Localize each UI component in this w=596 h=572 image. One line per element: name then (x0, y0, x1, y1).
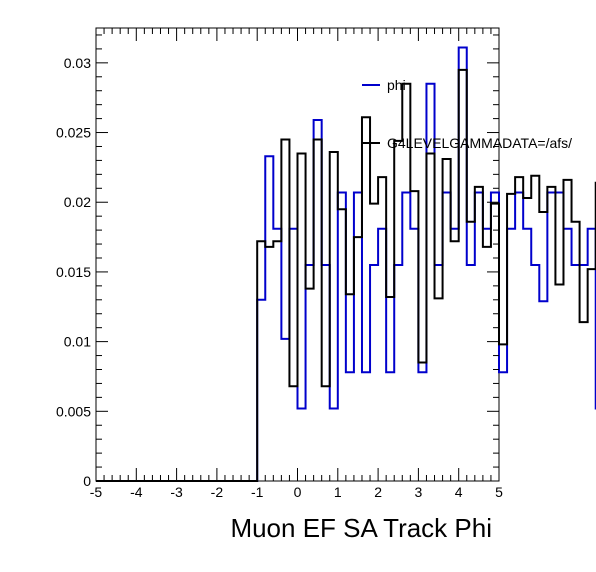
y-tick-label: 0.025 (56, 125, 91, 141)
series-1-step-line (96, 68, 596, 482)
x-tick-label: -4 (130, 484, 143, 500)
legend: phi G4LEVELGAMMADATA=/afs/ (362, 77, 572, 151)
y-tick-label: 0.015 (56, 264, 91, 280)
y-tick-label: 0.005 (56, 403, 91, 419)
x-tick-label: 2 (374, 484, 382, 500)
x-tick-label: 3 (415, 484, 423, 500)
x-tick-label: -3 (170, 484, 183, 500)
x-tick-label: 4 (455, 484, 463, 500)
y-tick-label: 0.03 (64, 55, 91, 71)
x-tick-label: -5 (90, 484, 103, 500)
y-tick-label: 0 (83, 473, 91, 489)
histogram-layer (96, 46, 596, 482)
x-tick-label: 1 (334, 484, 342, 500)
x-tick-label: -2 (211, 484, 224, 500)
legend-label-phi: phi (387, 77, 406, 93)
x-axis-title: Muon EF SA Track Phi (230, 513, 492, 543)
axis-layer: -5 -4 -3 -2 -1 0 1 2 3 4 5 0 0.005 0.01 0.015 0.02 0.025… (56, 28, 503, 500)
legend-label-g4: G4LEVELGAMMADATA=/afs/ (387, 135, 572, 151)
y-tick-label: 0.01 (64, 334, 91, 350)
x-tick-label: 5 (495, 484, 503, 500)
x-tick-label: -1 (251, 484, 264, 500)
y-tick-label: 0.02 (64, 194, 91, 210)
x-tick-label: 0 (294, 484, 302, 500)
